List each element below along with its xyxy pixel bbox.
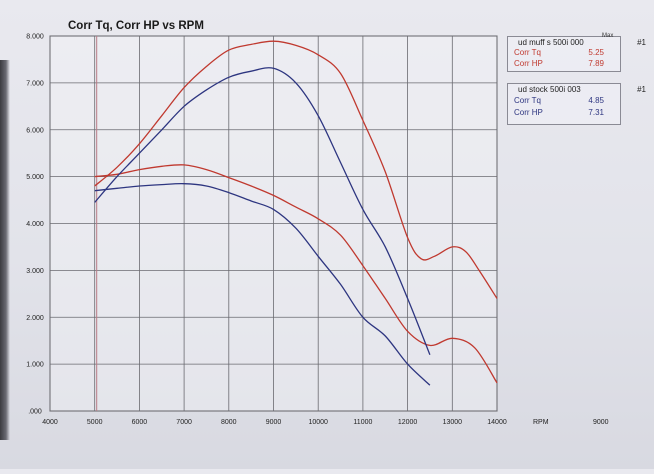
y-tick-label: 2.000	[26, 315, 44, 322]
series-layer	[94, 40, 498, 386]
legend-title: ud muff s 500i 000	[518, 38, 584, 47]
legend-row-value: 5.25	[588, 48, 604, 57]
legend-row-value: 7.31	[588, 108, 604, 117]
chart-title: Corr Tq, Corr HP vs RPM	[68, 20, 204, 32]
x-tick-label: 11000	[353, 419, 372, 426]
legend-title: ud stock 500i 003	[518, 85, 581, 94]
page-edge-shadow	[0, 60, 10, 440]
x-tick-label: 12000	[398, 419, 418, 426]
legend-index: #1	[637, 85, 646, 94]
axes: 4000 5000 6000 7000 8000 9000 10000 11000 12000 1…	[26, 34, 507, 427]
legend-row: Corr Tq 5.25	[514, 48, 604, 57]
legend-max-label: Max	[602, 33, 614, 39]
extra-tick-label: 9000	[593, 419, 609, 426]
legend-row-label: Corr HP	[514, 108, 543, 117]
series-line	[94, 40, 498, 299]
x-tick-label: 13000	[443, 419, 463, 426]
y-tick-label: 5.000	[26, 174, 44, 181]
x-tick-label: 4000	[42, 419, 58, 426]
x-axis-label: RPM	[533, 419, 549, 426]
y-tick-label: 8.000	[26, 34, 44, 41]
legend-row: Corr Tq 4.85	[514, 96, 604, 105]
legend-box-1: ud muff s 500i 000 Max #1 Corr Tq 5.25 C…	[507, 33, 646, 72]
x-tick-label: 7000	[176, 419, 192, 426]
legend-row: Corr HP 7.89	[514, 59, 604, 68]
x-tick-label: 5000	[87, 419, 103, 426]
legend-row-label: Corr Tq	[514, 96, 541, 105]
x-tick-label: 9000	[266, 419, 282, 426]
legend-row: Corr HP 7.31	[514, 108, 604, 117]
x-tick-label: 6000	[132, 419, 148, 426]
series-line	[94, 67, 431, 356]
x-tick-label: 8000	[221, 419, 237, 426]
y-tick-label: 7.000	[26, 80, 44, 87]
legend-box-2: ud stock 500i 003 #1 Corr Tq 4.85 Corr H…	[507, 83, 646, 125]
x-tick-label: 14000	[487, 419, 507, 426]
x-tick-label: 10000	[308, 419, 328, 426]
y-tick-label: .000	[28, 409, 42, 416]
y-tick-label: 4.000	[26, 221, 44, 228]
legend-row-value: 7.89	[588, 59, 604, 68]
grid	[49, 35, 498, 412]
legend-index: #1	[637, 38, 646, 47]
y-tick-label: 6.000	[26, 127, 44, 134]
series-line	[94, 164, 498, 384]
legend-row-label: Corr HP	[514, 59, 543, 68]
y-tick-label: 3.000	[26, 268, 44, 275]
y-tick-label: 1.000	[26, 362, 44, 369]
legend-row-label: Corr Tq	[514, 48, 541, 57]
legend-row-value: 4.85	[588, 96, 604, 105]
series-line	[94, 182, 431, 386]
